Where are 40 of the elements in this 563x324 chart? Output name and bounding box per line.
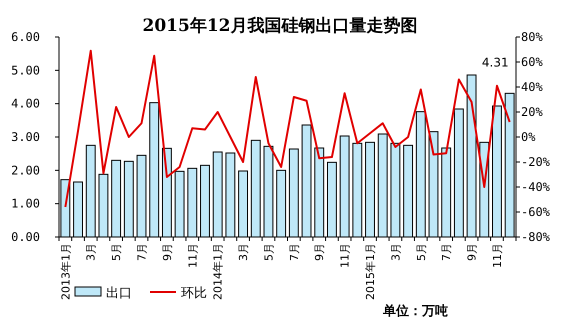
y2-tick-label: 80% bbox=[521, 30, 544, 44]
x-tick-label: 7月 bbox=[136, 243, 149, 261]
y2-tick-label: 20% bbox=[521, 105, 544, 119]
legend-label: 出口 bbox=[106, 286, 132, 301]
x-tick-label: 9月 bbox=[160, 243, 174, 261]
x-tick-label: 11月 bbox=[186, 243, 200, 268]
x-tick-label: 3月 bbox=[389, 243, 402, 261]
x-tick-label: 9月 bbox=[313, 243, 326, 261]
legend-label: 环比 bbox=[181, 286, 207, 301]
y-tick-label: 1.00 bbox=[11, 196, 40, 211]
x-tick-label: 9月 bbox=[466, 243, 479, 261]
x-tick-label: 7月 bbox=[440, 243, 454, 261]
y-tick-label: 4.00 bbox=[11, 96, 40, 111]
x-tick-label: 2013年1月 bbox=[59, 243, 72, 300]
text: 单位：万吨 bbox=[382, 303, 448, 319]
y-tick-label: 2.00 bbox=[11, 163, 40, 178]
x-tick-label: 5月 bbox=[414, 243, 428, 261]
line-series bbox=[64, 50, 511, 208]
y-tick-label: 6.00 bbox=[11, 30, 40, 44]
y2-tick-label: -20% bbox=[521, 155, 551, 169]
x-tick-label: 5月 bbox=[262, 243, 276, 261]
y2-tick-label: -40% bbox=[521, 180, 551, 194]
x-tick-label: 2015年1月 bbox=[364, 243, 378, 300]
x-tick-label: 5月 bbox=[110, 243, 124, 261]
y-tick-label: 0.00 bbox=[11, 230, 40, 244]
x-tick-label: 11月 bbox=[338, 243, 352, 268]
x-tick-label: 11月 bbox=[490, 243, 504, 268]
y-tick-label: 3.00 bbox=[11, 130, 40, 144]
y2-tick-label: -80% bbox=[521, 230, 551, 244]
x-tick-label: 7月 bbox=[288, 243, 301, 261]
y2-tick-label: 40% bbox=[521, 80, 544, 94]
x-tick-label: 3月 bbox=[237, 243, 250, 261]
data-label: 4.31 bbox=[482, 55, 509, 70]
y2-tick-label: 60% bbox=[521, 55, 544, 69]
y-tick-label: 5.00 bbox=[11, 63, 40, 78]
x-tick-label: 2014年1月 bbox=[212, 243, 225, 300]
y2-tick-label: -60% bbox=[521, 205, 551, 219]
x-tick-label: 3月 bbox=[84, 243, 98, 261]
y2-tick-label: 0% bbox=[521, 130, 536, 144]
chart-title: 2015年12月我国硅钢出口量走势图 bbox=[142, 16, 418, 36]
